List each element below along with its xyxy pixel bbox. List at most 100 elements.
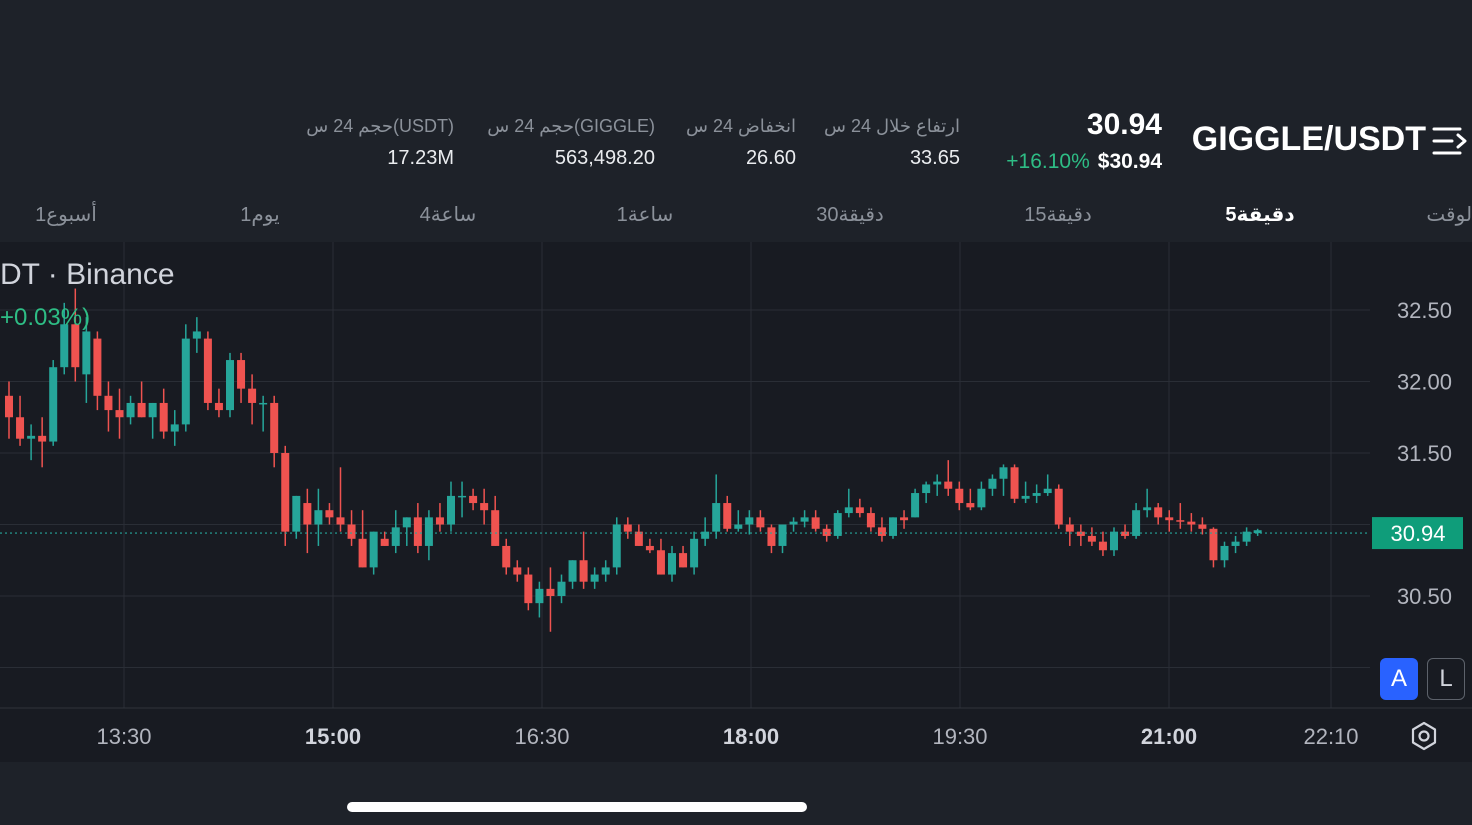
candle-body: [38, 435, 47, 442]
log-scale-button[interactable]: L: [1427, 658, 1465, 700]
stat-value: 26.60: [745, 147, 796, 169]
candle-body: [49, 367, 58, 442]
candle-body: [1242, 531, 1251, 542]
candle-body: [1198, 524, 1207, 529]
price-chart[interactable]: 32.50 32.00 31.50 30.50 30.94 13:30 15:00 16:30…: [0, 242, 1472, 762]
candle-body: [1220, 545, 1229, 561]
candle-body: [701, 531, 710, 539]
candle-body: [999, 467, 1008, 479]
candlestick-chart[interactable]: 32.50 32.00 31.50 30.50 30.94 13:30 15:00 16:30…: [0, 242, 1472, 762]
candle-body: [5, 395, 13, 418]
chart-change-text: +0.03%): [0, 304, 91, 331]
candle-body: [1121, 531, 1130, 536]
stat-value: 33.65: [909, 147, 960, 169]
candle-body: [203, 338, 212, 403]
header: [0, 0, 1472, 190]
candle-body: [93, 338, 102, 396]
candle-body: [181, 338, 190, 425]
candle-body: [546, 588, 555, 596]
candle-body: [833, 513, 842, 536]
auto-scale-button[interactable]: A: [1380, 658, 1418, 700]
stat-value: 17.23M: [387, 147, 454, 169]
candle-body: [734, 524, 743, 529]
pair-title[interactable]: GIGGLE/USDT: [1191, 120, 1426, 158]
candle-body: [877, 527, 886, 536]
candle-body: [314, 510, 323, 525]
candle-body: [690, 538, 699, 568]
timeframe-1d[interactable]: 1يوم: [240, 204, 280, 226]
y-tick-label: 31.50: [1397, 441, 1452, 466]
candle-body: [347, 524, 356, 539]
candle-body: [259, 402, 268, 405]
candle-body: [634, 531, 643, 546]
candle-body: [491, 510, 500, 546]
candle-body: [911, 493, 920, 518]
candle-body: [458, 495, 467, 498]
settings-icon[interactable]: [1408, 720, 1440, 752]
candle-body: [1076, 531, 1085, 536]
menu-icon[interactable]: [1432, 124, 1468, 160]
x-tick-label: 18:00: [723, 724, 779, 749]
candle-body: [447, 495, 455, 525]
candle-body: [104, 395, 113, 411]
price-usd: $30.94: [1097, 150, 1162, 173]
timeframe-4h[interactable]: 4ساعة: [419, 204, 477, 226]
x-tick-label: 21:00: [1141, 724, 1197, 749]
stat-volume-giggle: حجم 24 س(GIGGLE) 563,498.20: [487, 116, 655, 170]
candle-body: [502, 545, 511, 568]
stat-label: انخفاض 24 س: [686, 116, 796, 136]
candle-body: [656, 550, 665, 575]
candle-body: [413, 517, 422, 546]
candle-body: [1209, 528, 1218, 561]
last-price: 30.94: [1086, 108, 1162, 141]
x-tick-label: 15:00: [305, 724, 361, 749]
candle-body: [1010, 467, 1019, 499]
candle-body: [1110, 531, 1118, 551]
stat-label: حجم 24 س(GIGGLE): [487, 116, 655, 136]
candle-body: [115, 410, 124, 418]
stat-high: ارتفاع خلال 24 س 33.65: [824, 116, 960, 170]
candle-body: [1032, 493, 1041, 496]
candle-body: [358, 538, 367, 568]
candle-body: [955, 488, 964, 504]
candle-body: [767, 527, 776, 546]
change-percent: +16.10%: [1006, 150, 1090, 173]
candle-body: [237, 360, 246, 389]
stat-value: 563,498.20: [554, 147, 655, 169]
candle-body: [82, 331, 91, 375]
candle-body: [16, 417, 25, 439]
x-tick-label: 22:10: [1303, 724, 1358, 749]
candle-body: [988, 478, 997, 489]
candle-body: [524, 574, 533, 604]
candle-body: [1065, 524, 1074, 532]
candle-body: [535, 588, 544, 604]
candle-body: [170, 424, 179, 432]
candle-body: [336, 517, 345, 525]
candle-body: [248, 388, 257, 403]
price-sub: +16.10% $30.94: [1006, 150, 1162, 174]
candle-body: [966, 503, 975, 508]
current-price-tag: [1372, 517, 1463, 550]
timeframe-30m[interactable]: 30دقيقة: [816, 204, 884, 226]
candle-body: [1165, 517, 1174, 521]
candle-body: [303, 503, 312, 525]
timeframe-5m[interactable]: 5دقيقة: [1225, 204, 1295, 226]
candle-body: [1043, 488, 1052, 494]
candle-body: [391, 527, 400, 546]
candle-body: [745, 517, 754, 525]
candle-body: [1187, 521, 1196, 525]
candle-body: [214, 402, 223, 411]
timeframe-1w[interactable]: 1أسبوع: [35, 204, 97, 226]
candle-body: [1253, 530, 1262, 534]
candle-body: [325, 510, 334, 518]
candle-body: [822, 528, 831, 536]
timeframe-label: الوقت: [1426, 204, 1472, 226]
candle-body: [1087, 535, 1096, 542]
home-indicator[interactable]: [347, 802, 807, 812]
candle-body: [579, 560, 588, 582]
timeframe-15m[interactable]: 15دقيقة: [1024, 204, 1092, 226]
candle-body: [756, 517, 765, 528]
candle-body: [855, 507, 864, 514]
timeframe-1h[interactable]: 1ساعة: [616, 204, 674, 226]
candle-body: [480, 503, 489, 511]
